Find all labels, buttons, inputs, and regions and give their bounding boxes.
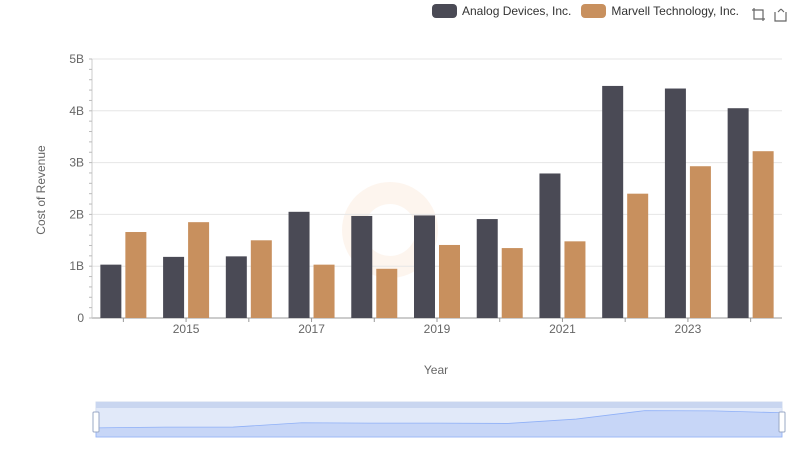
y-tick-label: 3B (69, 156, 84, 170)
y-tick-label: 4B (69, 104, 84, 118)
bar-marvell-2014[interactable] (125, 232, 147, 318)
legend-item-marvell[interactable]: Marvell Technology, Inc. (581, 4, 739, 18)
x-axis-title: Year (424, 363, 448, 377)
bar-analog-devices-2020[interactable] (476, 219, 498, 318)
bar-analog-devices-2015[interactable] (163, 256, 185, 318)
legend: Analog Devices, Inc. Marvell Technology,… (432, 4, 749, 18)
y-tick-label: 5B (69, 52, 84, 66)
y-tick-label: 1B (69, 259, 84, 273)
bar-analog-devices-2023[interactable] (664, 88, 686, 318)
bar-analog-devices-2017[interactable] (288, 211, 310, 318)
x-tick-label: 2023 (675, 322, 702, 336)
bar-marvell-2020[interactable] (501, 248, 523, 318)
slider-track (95, 401, 783, 438)
bar-marvell-2024[interactable] (752, 151, 774, 318)
y-tick-label: 2B (69, 207, 84, 221)
x-tick-label: 2019 (424, 322, 451, 336)
bar-analog-devices-2024[interactable] (727, 108, 749, 319)
bar-analog-devices-2016[interactable] (225, 256, 247, 318)
y-axis-title: Cost of Revenue (34, 145, 48, 235)
restore-icon[interactable] (772, 6, 790, 24)
x-tick-label: 2015 (173, 322, 200, 336)
chart-toolbar (746, 6, 790, 24)
bar-analog-devices-2022[interactable] (602, 85, 624, 318)
x-tick-label: 2021 (549, 322, 576, 336)
bar-marvell-2015[interactable] (188, 222, 210, 318)
bar-analog-devices-2021[interactable] (539, 173, 561, 318)
slider-top-bar (96, 402, 782, 408)
watermark-logo (342, 182, 438, 278)
bar-marvell-2022[interactable] (627, 193, 649, 318)
bar-analog-devices-2018[interactable] (351, 215, 373, 318)
slider-preview-area (95, 410, 783, 438)
bar-marvell-2016[interactable] (250, 240, 272, 318)
bar-analog-devices-2019[interactable] (414, 215, 435, 318)
bar-marvell-2021[interactable] (564, 241, 586, 318)
slider-handle-left[interactable] (92, 411, 100, 433)
legend-item-analog-devices[interactable]: Analog Devices, Inc. (432, 4, 571, 18)
legend-swatch-analog-devices (432, 4, 457, 18)
bar-marvell-2019[interactable] (439, 244, 460, 318)
legend-label-analog-devices: Analog Devices, Inc. (462, 4, 572, 18)
slider-selected-range (96, 402, 782, 437)
slider-handle-right[interactable] (778, 411, 786, 433)
legend-swatch-marvell (581, 4, 607, 18)
legend-label-marvell: Marvell Technology, Inc. (611, 4, 740, 18)
bar-marvell-2023[interactable] (689, 166, 711, 318)
bar-analog-devices-2014[interactable] (100, 264, 122, 318)
y-tick-label: 0 (77, 311, 84, 325)
bar-marvell-2018[interactable] (376, 268, 398, 318)
x-tick-label: 2017 (298, 322, 325, 336)
bar-marvell-2017[interactable] (313, 264, 335, 318)
data-zoom-icon[interactable] (750, 6, 768, 24)
range-slider[interactable] (92, 401, 786, 438)
